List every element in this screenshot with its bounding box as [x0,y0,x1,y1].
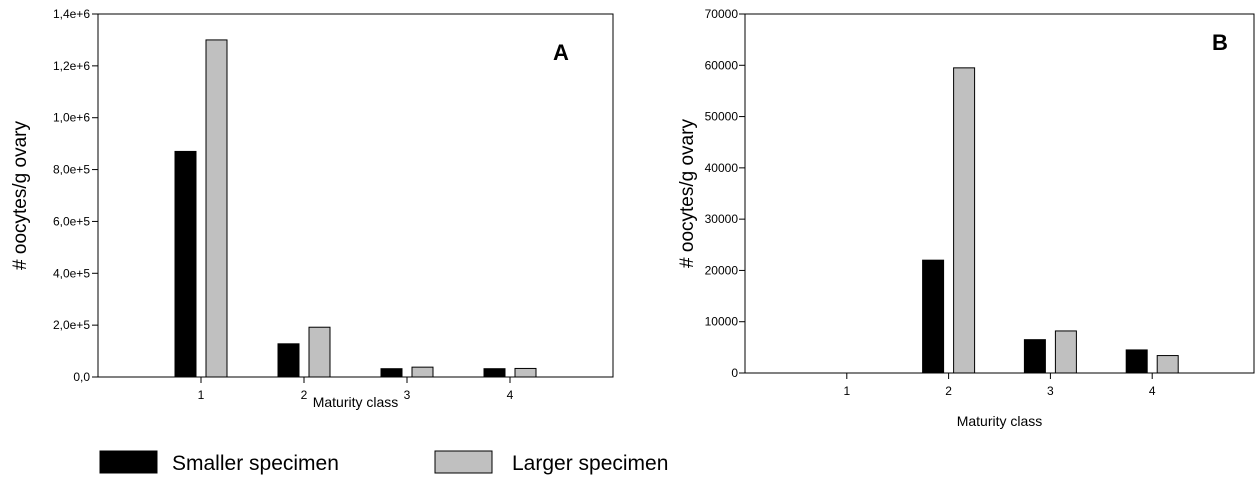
bar-smaller-cat-4 [1125,349,1148,374]
x-tick-label: 4 [507,388,514,402]
legend-swatch-smaller [99,450,158,474]
bar-larger-cat-4 [514,367,537,378]
legend-swatch-larger [434,450,493,474]
x-tick-label: 3 [1047,384,1054,398]
y-tick-label: 6,0e+5 [53,214,90,228]
y-tick-label: 20000 [705,263,739,277]
bar-larger-cat-3 [1054,330,1077,374]
bar-smaller-cat-2 [277,343,300,378]
legend-label-smaller: Smaller specimen [172,452,339,475]
panel-label: B [1212,30,1228,55]
chart-panel-b: 0 10000 20000 30000 40000 50000 60000 70000 1 2 3 4… [677,7,1255,429]
x-tick-label: 1 [843,384,850,398]
y-tick-label: 1,2e+6 [53,59,90,73]
x-tick-label: 1 [198,388,205,402]
x-tick-label: 4 [1149,384,1156,398]
x-tick-label: 2 [301,388,308,402]
y-tick-label: 70000 [705,7,739,21]
bar-smaller-cat-3 [380,368,403,378]
legend-label-larger: Larger specimen [512,452,668,475]
bar-larger-cat-3 [411,366,434,378]
y-tick-label: 8,0e+5 [53,163,90,177]
y-axis-label: # oocytes/g ovary [10,121,31,270]
y-tick-label: 50000 [705,110,739,124]
y-tick-label: 0 [731,366,738,380]
y-tick-label: 10000 [705,315,739,329]
x-axis-label: Maturity class [957,413,1043,429]
bar-smaller-cat-2 [922,259,945,374]
y-tick-label: 2,0e+5 [53,318,90,332]
bar-larger-cat-1 [205,39,228,378]
bar-smaller-cat-3 [1023,339,1046,374]
bar-smaller-cat-4 [483,368,506,378]
bar-smaller-cat-1 [174,150,197,378]
bar-larger-cat-2 [308,326,331,378]
bar-larger-cat-2 [953,67,976,374]
bar-larger-cat-4 [1156,355,1179,374]
chart-panel-a: 0,0 2,0e+5 4,0e+5 6,0e+5 8,0e+5 1,0e+6 1,2e+6 1… [10,7,614,410]
y-tick-label: 30000 [705,212,739,226]
x-axis-label: Maturity class [313,394,399,410]
y-axis-label: # oocytes/g ovary [677,119,698,268]
y-tick-label: 60000 [705,58,739,72]
panel-label: A [553,40,569,65]
y-tick-label: 40000 [705,161,739,175]
y-tick-label: 4,0e+5 [53,266,90,280]
plot-frame [97,13,614,378]
x-tick-label: 2 [945,384,952,398]
y-tick-label: 1,0e+6 [53,111,90,125]
plot-frame [744,13,1255,374]
y-tick-label: 1,4e+6 [53,7,90,21]
y-tick-label: 0,0 [73,370,90,384]
legend: Smaller specimen Larger specimen [99,450,668,475]
x-tick-label: 3 [404,388,411,402]
